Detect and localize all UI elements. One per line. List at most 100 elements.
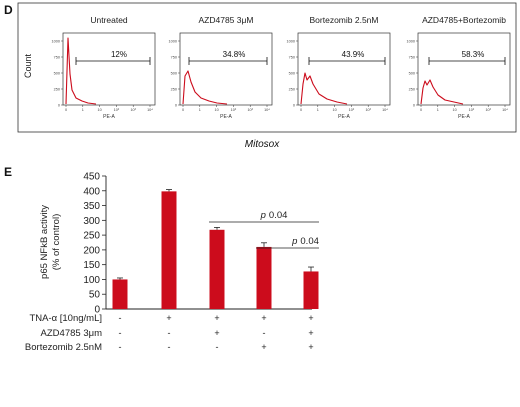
gate-percentage: 34.8% [223,50,246,59]
panel-e-letter: E [4,165,12,179]
histogram-y-tick-label: 250 [171,88,177,92]
y-tick-label: 0 [94,305,100,316]
p-value: 0.04 [269,210,288,221]
histogram-x-tick-label: 0 [65,108,67,112]
histogram-3: Bortezomib 2.5nM 0 250 500 750 1000 0 1 10 10² 10³… [287,15,391,120]
histogram-curve [65,37,97,105]
histogram-x-axis-label: PE-A [338,114,350,120]
treatment-mark: - [216,342,219,352]
y-tick-label: 250 [83,231,100,242]
panel-d-frame [17,2,517,133]
histogram-x-tick-label: 10 [452,108,456,112]
histogram-title: Bortezomib 2.5nM [310,15,379,25]
treatment-mark: - [119,313,122,323]
treatment-mark: + [308,342,313,352]
panel-d-ylabel: Count [23,54,33,79]
treatment-label: AZD4785 3μm [41,328,103,339]
histogram-curve [420,79,464,105]
bar-2 [161,191,177,309]
treatment-table: TNA-α [10ng/mL] - + + + + AZD4785 3μm - - + - + Bort… [25,313,314,353]
treatment-mark: + [166,313,171,323]
histogram-x-tick-label: 10² [114,108,120,112]
histogram-title: AZD4785 3μM [199,15,254,25]
treatment-mark: - [263,328,266,338]
treatment-mark: - [119,328,122,338]
histogram-x-axis-label: PE-A [103,114,115,120]
histogram-x-tick-label: 10 [214,108,218,112]
significance-label: p 0.04 [291,236,319,247]
histogram-y-tick-label: 1000 [407,40,415,44]
treatment-mark: - [119,342,122,352]
histogram-y-tick-label: 750 [409,56,415,60]
histogram-plot-frame [297,32,391,106]
treatment-mark: + [261,313,266,323]
histogram-y-tick-label: 0 [175,104,177,108]
treatment-label: Bortezomib 2.5nM [25,342,102,353]
histogram-curve [300,72,348,105]
histogram-1: Untreated 0 250 500 750 1000 0 1 10 10² 10³ 10⁴ PE-A… [52,15,156,120]
gate-percentage: 12% [111,50,127,59]
histogram-x-tick-label: 1 [437,108,439,112]
y-tick-label: 450 [83,172,100,183]
histogram-x-axis-label: PE-A [220,114,232,120]
treatment-mark: + [214,313,219,323]
treatment-mark: + [308,328,313,338]
histogram-y-tick-label: 750 [171,56,177,60]
y-tick-label: 150 [83,260,100,271]
histogram-title: AZD4785+Bortezomib [422,15,506,25]
treatment-mark: - [168,328,171,338]
histogram-x-tick-label: 10⁴ [502,108,508,112]
histogram-y-tick-label: 500 [409,72,415,76]
histogram-x-tick-label: 10 [332,108,336,112]
histogram-y-tick-label: 1000 [169,40,177,44]
histogram-x-tick-label: 10⁴ [147,108,153,112]
histogram-x-axis-label: PE-A [458,114,470,120]
histogram-y-tick-label: 0 [413,104,415,108]
bar-1 [112,279,128,309]
gate-percentage: 58.3% [462,50,485,59]
gate-percentage: 43.9% [342,50,365,59]
bar-4 [256,246,272,309]
treatment-mark: - [168,342,171,352]
y-tick-label: 400 [83,186,100,197]
y-tick-label: 50 [89,290,101,301]
bar-5 [303,271,319,309]
histogram-x-tick-label: 0 [420,108,422,112]
panel-e-ylabel-line1: p65 NFkB activity [39,205,50,279]
histogram-y-tick-label: 250 [54,88,60,92]
histogram-x-tick-label: 0 [300,108,302,112]
y-tick-label: 100 [83,275,100,286]
histogram-x-tick-label: 10³ [485,108,491,112]
p-symbol: p [260,210,266,221]
histogram-y-tick-label: 0 [58,104,60,108]
histogram-x-tick-label: 10³ [247,108,253,112]
histogram-x-tick-label: 10⁴ [382,108,388,112]
histogram-y-tick-label: 250 [409,88,415,92]
histogram-x-tick-label: 1 [199,108,201,112]
y-tick-label: 200 [83,245,100,256]
bar-3 [209,229,225,309]
histogram-y-tick-label: 0 [293,104,295,108]
treatment-mark: + [308,313,313,323]
histogram-x-tick-label: 10² [469,108,475,112]
treatment-mark: + [214,328,219,338]
treatment-mark: + [261,342,266,352]
histogram-plot-frame [62,32,156,106]
panel-d-footer-label: Mitosox [245,139,280,150]
histogram-x-tick-label: 1 [82,108,84,112]
histogram-y-tick-label: 500 [289,72,295,76]
histogram-4: AZD4785+Bortezomib 0 250 500 750 1000 0 1 10 10² 1… [407,15,511,120]
panel-d-letter: D [4,3,13,17]
y-tick-label: 350 [83,201,100,212]
histogram-plot-frame [179,32,273,106]
histogram-curve [182,70,228,105]
histogram-y-tick-label: 1000 [287,40,295,44]
histogram-y-tick-label: 500 [171,72,177,76]
histogram-y-tick-label: 1000 [52,40,60,44]
histogram-x-tick-label: 0 [182,108,184,112]
histogram-x-tick-label: 10 [97,108,101,112]
histogram-x-tick-label: 10⁴ [264,108,270,112]
